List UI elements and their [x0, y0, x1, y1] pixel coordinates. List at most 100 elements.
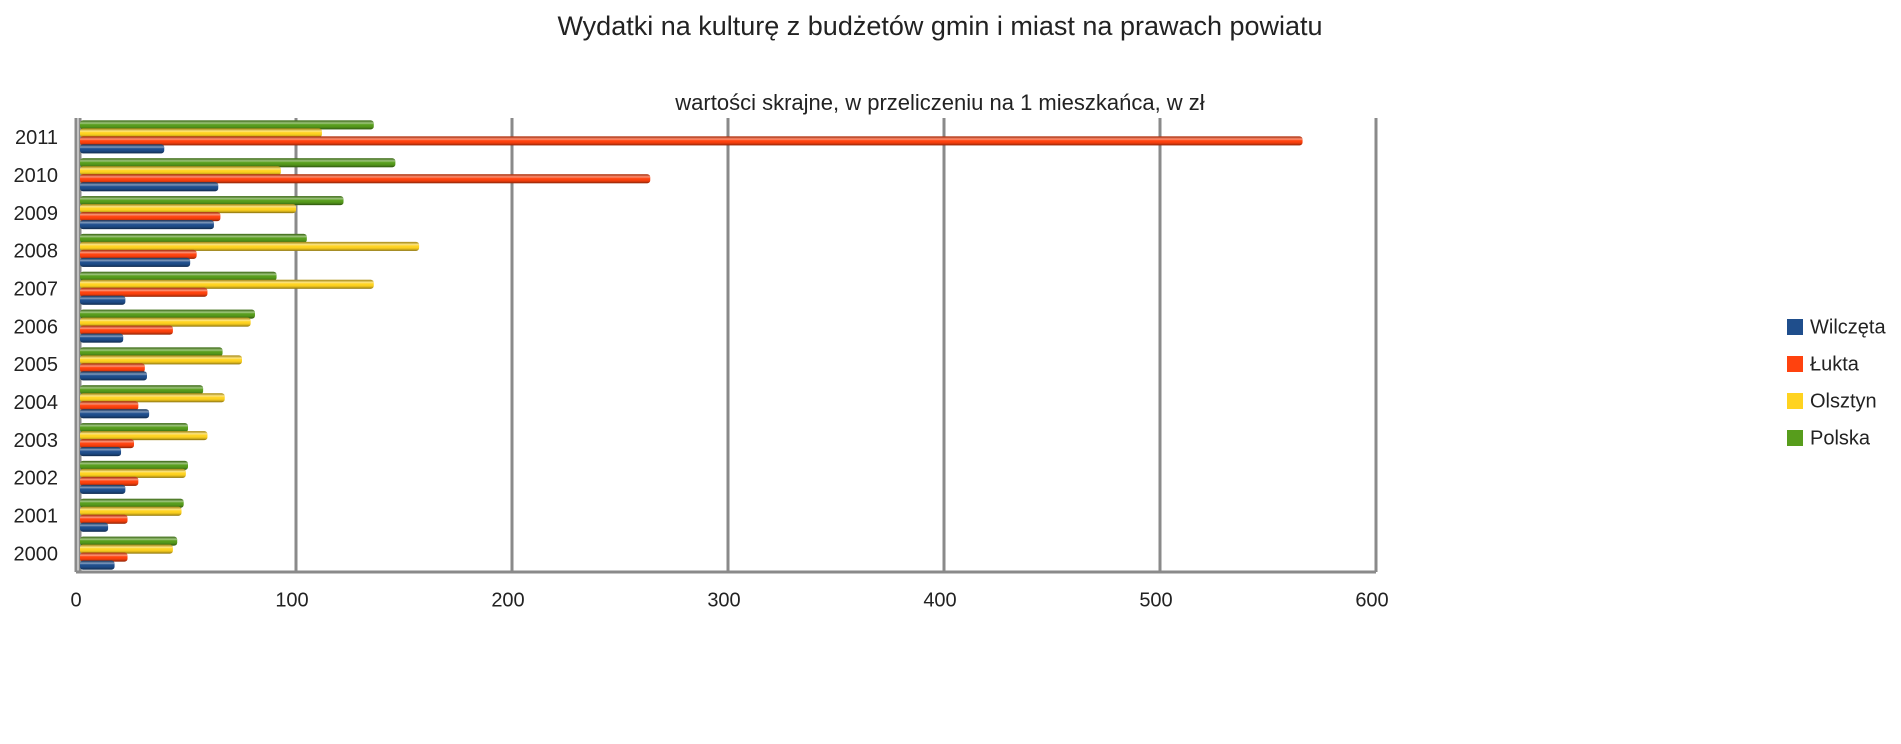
bar-shade — [80, 347, 223, 357]
bar — [80, 514, 128, 524]
bar-shade — [80, 309, 255, 319]
x-tick-label: 600 — [1355, 589, 1388, 611]
bar-shade — [80, 241, 420, 251]
y-tick-label: 2008 — [14, 241, 59, 263]
y-tick-label: 2006 — [14, 316, 59, 338]
y-tick-label: 2005 — [14, 354, 59, 376]
bar — [80, 522, 109, 532]
bar-shade — [80, 220, 214, 230]
bar-shade — [80, 271, 277, 281]
bar — [80, 347, 223, 357]
bar-shade — [80, 431, 208, 441]
bar-shade — [80, 196, 344, 206]
bar-shade — [80, 476, 139, 486]
bar-shade — [80, 423, 188, 433]
bar — [80, 544, 173, 554]
bar-shade — [80, 182, 219, 192]
bar — [80, 423, 188, 433]
legend-label: Olsztyn — [1810, 390, 1877, 412]
bar-shade — [80, 249, 197, 259]
y-tick-label: 2000 — [14, 543, 59, 565]
bar — [80, 249, 197, 259]
chart-subtitle: wartości skrajne, w przeliczeniu na 1 mi… — [674, 90, 1205, 115]
legend-swatch — [1787, 393, 1803, 409]
bar-shade — [80, 355, 242, 365]
bar-shade — [80, 204, 296, 214]
bar-shade — [80, 439, 134, 449]
bar — [80, 468, 186, 478]
bar — [80, 317, 251, 327]
bar — [80, 333, 124, 343]
bar — [80, 174, 651, 184]
bar — [80, 325, 173, 335]
y-tick-label: 2001 — [14, 506, 59, 528]
legend-swatch — [1787, 356, 1803, 372]
chart-title: Wydatki na kulturę z budżetów gmin i mia… — [557, 11, 1322, 41]
bar — [80, 271, 277, 281]
bar — [80, 309, 255, 319]
bar-shade — [80, 120, 374, 130]
legend-label: Wilczęta — [1810, 316, 1886, 338]
bar-shade — [80, 233, 307, 243]
bar-shade — [80, 385, 204, 395]
bar — [80, 355, 242, 365]
bar — [80, 385, 204, 395]
bar — [80, 128, 322, 138]
bar — [80, 233, 307, 243]
y-tick-label: 2009 — [14, 203, 59, 225]
legend-label: Polska — [1810, 427, 1871, 449]
x-tick-label: 400 — [923, 589, 956, 611]
x-tick-label: 200 — [491, 589, 524, 611]
y-tick-label: 2003 — [14, 430, 59, 452]
x-tick-label: 100 — [275, 589, 308, 611]
y-tick-label: 2010 — [14, 165, 59, 187]
bar — [80, 136, 1303, 146]
bar — [80, 182, 219, 192]
bar — [80, 476, 139, 486]
bar — [80, 498, 184, 508]
bar-shade — [80, 136, 1303, 146]
bar-shade — [80, 447, 122, 457]
bar — [80, 401, 139, 411]
legend-swatch — [1787, 430, 1803, 446]
bar — [80, 204, 296, 214]
bar — [80, 279, 374, 289]
bar-shade — [80, 212, 221, 222]
bar — [80, 120, 374, 130]
bar — [80, 439, 134, 449]
bar-shade — [80, 522, 109, 532]
bar — [80, 158, 396, 168]
bar-shade — [80, 166, 281, 176]
bar-shade — [80, 552, 128, 562]
bar-shade — [80, 333, 124, 343]
bar — [80, 363, 145, 373]
bar — [80, 166, 281, 176]
bar-shade — [80, 468, 186, 478]
bar-shade — [80, 506, 182, 516]
bar — [80, 536, 178, 546]
bar-shade — [80, 295, 126, 305]
bar-shade — [80, 371, 147, 381]
bar-shade — [80, 514, 128, 524]
bar — [80, 257, 191, 267]
bar — [80, 506, 182, 516]
bar-shade — [80, 325, 173, 335]
bar-shade — [80, 158, 396, 168]
bar-shade — [80, 544, 173, 554]
bar — [80, 460, 188, 470]
bar-shade — [80, 317, 251, 327]
bar — [80, 552, 128, 562]
bar-shade — [80, 536, 178, 546]
bar — [80, 241, 420, 251]
y-tick-label: 2007 — [14, 279, 59, 301]
x-tick-label: 500 — [1139, 589, 1172, 611]
bar-shade — [80, 287, 208, 297]
bar-shade — [80, 498, 184, 508]
bar-shade — [80, 128, 322, 138]
bar-shade — [80, 560, 115, 570]
y-tick-label: 2004 — [14, 392, 59, 414]
bar — [80, 196, 344, 206]
bar-shade — [80, 257, 191, 267]
x-tick-label: 300 — [707, 589, 740, 611]
